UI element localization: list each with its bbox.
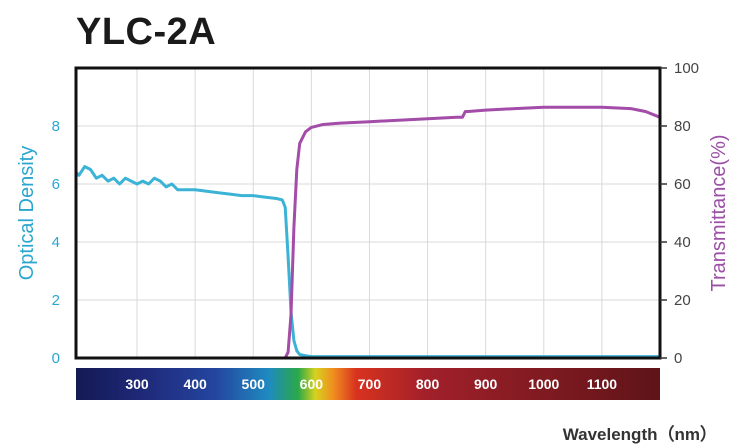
spectrum-wavelength-label: 800: [416, 376, 440, 392]
left-tick-label: 8: [52, 118, 60, 135]
right-tick-label: 20: [674, 292, 691, 309]
spectrum-wavelength-label: 600: [300, 376, 324, 392]
spectrum-bar: [76, 368, 660, 400]
left-tick-label: 2: [52, 292, 60, 309]
right-tick-label: 60: [674, 176, 691, 193]
spectrum-wavelength-label: 1100: [587, 376, 618, 392]
left-axis-ticks: 0 2 4 6 8: [52, 118, 60, 367]
x-axis-title: Wavelength（nm）: [562, 425, 717, 444]
left-tick-label: 0: [52, 350, 60, 367]
spectrum-wavelength-label: 1000: [528, 376, 559, 392]
left-axis-title: Optical Density: [16, 146, 38, 281]
right-tick-label: 100: [674, 60, 699, 77]
spectrum-wavelength-label: 500: [242, 376, 266, 392]
right-tick-label: 40: [674, 234, 691, 251]
right-tick-label: 0: [674, 350, 682, 367]
right-tick-label: 80: [674, 118, 691, 135]
plot-frame: [74, 66, 662, 360]
chart-title: YLC-2A: [76, 11, 217, 53]
left-tick-label: 4: [52, 234, 60, 251]
grid-lines: [76, 67, 660, 359]
spectrum-wavelength-label: 300: [125, 376, 149, 392]
optical-density-line: [76, 165, 660, 358]
transmittance-line: [283, 105, 660, 358]
right-axis-title: Transmittance(%): [708, 134, 730, 291]
spectrum-wavelength-label: 900: [474, 376, 498, 392]
spectrum-wavelength-label: 700: [358, 376, 382, 392]
data-series: [76, 105, 660, 358]
right-axis-ticks: 0 20 40 60 80 100: [660, 60, 699, 367]
spectrum-wavelength-label: 400: [183, 376, 207, 392]
spectrum-bar-labels: 300 400 500 600 700 800 900 1000 1100: [125, 376, 617, 392]
left-tick-label: 6: [52, 176, 60, 193]
